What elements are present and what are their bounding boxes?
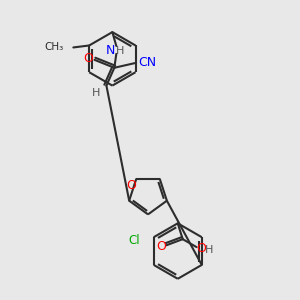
Text: O: O	[84, 52, 94, 65]
Text: CN: CN	[138, 56, 156, 69]
Text: H: H	[92, 88, 101, 98]
Text: Cl: Cl	[128, 234, 140, 247]
Text: O: O	[127, 179, 136, 192]
Text: H: H	[205, 245, 214, 255]
Text: CH₃: CH₃	[44, 43, 63, 52]
Text: H: H	[116, 46, 124, 56]
Text: N: N	[106, 44, 115, 57]
Text: O: O	[156, 240, 166, 253]
Text: O: O	[196, 242, 206, 255]
